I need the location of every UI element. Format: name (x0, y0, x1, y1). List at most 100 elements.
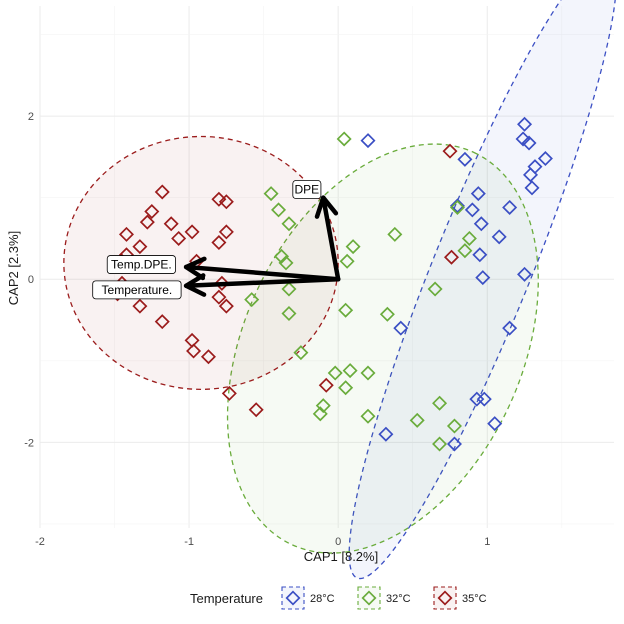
arrow-label: Temp.DPE. (106, 255, 176, 274)
legend-item: 32°C (357, 586, 411, 610)
point-35°C (218, 194, 234, 210)
point-32°C (461, 230, 477, 246)
arrow-label-box (106, 255, 176, 274)
point-35°C (132, 298, 148, 314)
y-axis-ticks: -2 0 2 (24, 111, 34, 449)
point-32°C (336, 131, 352, 147)
point-28°C (360, 133, 376, 149)
point-32°C (274, 248, 290, 264)
legend-item: 35°C (433, 586, 487, 610)
point-32°C (338, 302, 354, 318)
legend-item: 28°C (281, 586, 335, 610)
point-28°C (502, 199, 518, 215)
point-35°C (248, 402, 264, 418)
point-28°C (464, 202, 480, 218)
point-32°C (278, 255, 294, 271)
biplot-arrows: DPE Temp.DPE. Temperature. (92, 180, 341, 300)
point-32°C (427, 281, 443, 297)
point-32°C (432, 395, 448, 411)
point-28°C (473, 216, 489, 232)
arrow-head (183, 256, 207, 281)
legend-title: Temperature (190, 591, 263, 606)
confidence-ellipses (63, 0, 618, 580)
arrow-label-box (292, 180, 322, 199)
legend-label: 28°C (310, 593, 335, 605)
point-35°C (211, 289, 227, 305)
point-35°C (443, 249, 459, 265)
point-28°C (487, 416, 503, 432)
legend-label: 32°C (386, 593, 411, 605)
point-28°C (517, 266, 533, 282)
x-tick-label: 1 (484, 536, 490, 548)
point-32°C (271, 202, 287, 218)
ellipse-32°C (226, 143, 539, 554)
point-35°C (211, 235, 227, 251)
legend-label: 35°C (462, 593, 487, 605)
legend: Temperature 28°C 32°C 35°C (190, 586, 487, 610)
point-35°C (132, 239, 148, 255)
y-tick-label: 2 (28, 111, 34, 123)
point-32°C (457, 243, 473, 259)
point-28°C (470, 186, 486, 202)
point-32°C (409, 412, 425, 428)
point-28°C (537, 151, 553, 167)
point-35°C (171, 230, 187, 246)
point-32°C (281, 216, 297, 232)
point-28°C (472, 247, 488, 263)
point-32°C (342, 363, 358, 379)
arrow-label: Temperature. (92, 280, 182, 300)
point-35°C (211, 191, 227, 207)
point-32°C (281, 281, 297, 297)
point-35°C (218, 224, 234, 240)
point-28°C (491, 229, 507, 245)
point-28°C (517, 116, 533, 132)
point-28°C (476, 391, 492, 407)
arrow-label-text: DPE (295, 183, 320, 197)
data-points (110, 116, 553, 452)
point-32°C (446, 418, 462, 434)
point-28°C (393, 320, 409, 336)
legend-key (357, 586, 381, 610)
point-35°C (163, 216, 179, 232)
point-35°C (154, 314, 170, 330)
point-28°C (521, 135, 537, 151)
point-35°C (221, 385, 237, 401)
legend-marker (437, 590, 453, 606)
point-32°C (432, 436, 448, 452)
arrow-label: DPE (292, 180, 322, 199)
legend-key (281, 586, 305, 610)
point-32°C (244, 292, 260, 308)
point-28°C (475, 270, 491, 286)
point-35°C (139, 214, 155, 230)
point-32°C (315, 398, 331, 414)
x-tick-label: -1 (184, 536, 194, 548)
point-28°C (524, 180, 540, 196)
ellipse-28°C (348, 0, 618, 580)
point-32°C (449, 199, 465, 215)
point-32°C (360, 408, 376, 424)
point-35°C (318, 377, 334, 393)
x-axis-ticks: -2 -1 0 1 (35, 536, 490, 548)
point-32°C (345, 239, 361, 255)
y-axis-title: CAP2 [2.3%] (6, 231, 21, 305)
point-32°C (338, 380, 354, 396)
point-28°C (449, 198, 465, 214)
point-35°C (118, 226, 134, 242)
point-32°C (379, 306, 395, 322)
point-35°C (200, 349, 216, 365)
point-32°C (281, 305, 297, 321)
point-28°C (515, 131, 531, 147)
arrow-label-text: Temperature. (102, 283, 173, 297)
point-28°C (502, 320, 518, 336)
point-35°C (186, 343, 202, 359)
point-28°C (446, 436, 462, 452)
point-32°C (263, 186, 279, 202)
legend-marker (361, 590, 377, 606)
point-28°C (523, 167, 539, 183)
point-35°C (144, 204, 160, 220)
point-32°C (327, 365, 343, 381)
y-tick-label: -2 (24, 437, 34, 449)
point-35°C (154, 184, 170, 200)
point-35°C (184, 224, 200, 240)
